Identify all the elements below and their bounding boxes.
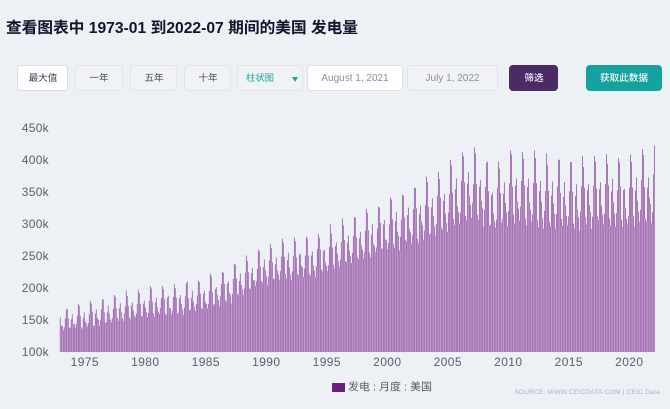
svg-text:100k: 100k (22, 345, 50, 359)
svg-text:2022-07: 2022-07 (166, 20, 228, 37)
svg-text:1990: 1990 (252, 355, 280, 369)
svg-text:2005: 2005 (434, 355, 462, 369)
svg-text:300k: 300k (22, 217, 50, 231)
svg-text:200k: 200k (22, 281, 50, 295)
svg-text:1975: 1975 (71, 355, 99, 369)
svg-text:250k: 250k (22, 249, 50, 263)
svg-text:350k: 350k (22, 185, 50, 199)
svg-text:1995: 1995 (313, 355, 341, 369)
svg-text:2020: 2020 (615, 355, 643, 369)
svg-text::: : (401, 381, 410, 393)
svg-text:2015: 2015 (555, 355, 583, 369)
svg-text:1980: 1980 (131, 355, 159, 369)
svg-text:2000: 2000 (373, 355, 401, 369)
svg-text:400k: 400k (22, 153, 50, 167)
svg-text:1973-01: 1973-01 (84, 20, 150, 37)
svg-text:1985: 1985 (192, 355, 220, 369)
svg-text:150k: 150k (22, 313, 50, 327)
svg-text:450k: 450k (22, 121, 50, 135)
svg-text:2010: 2010 (494, 355, 522, 369)
svg-text::: : (370, 381, 379, 393)
